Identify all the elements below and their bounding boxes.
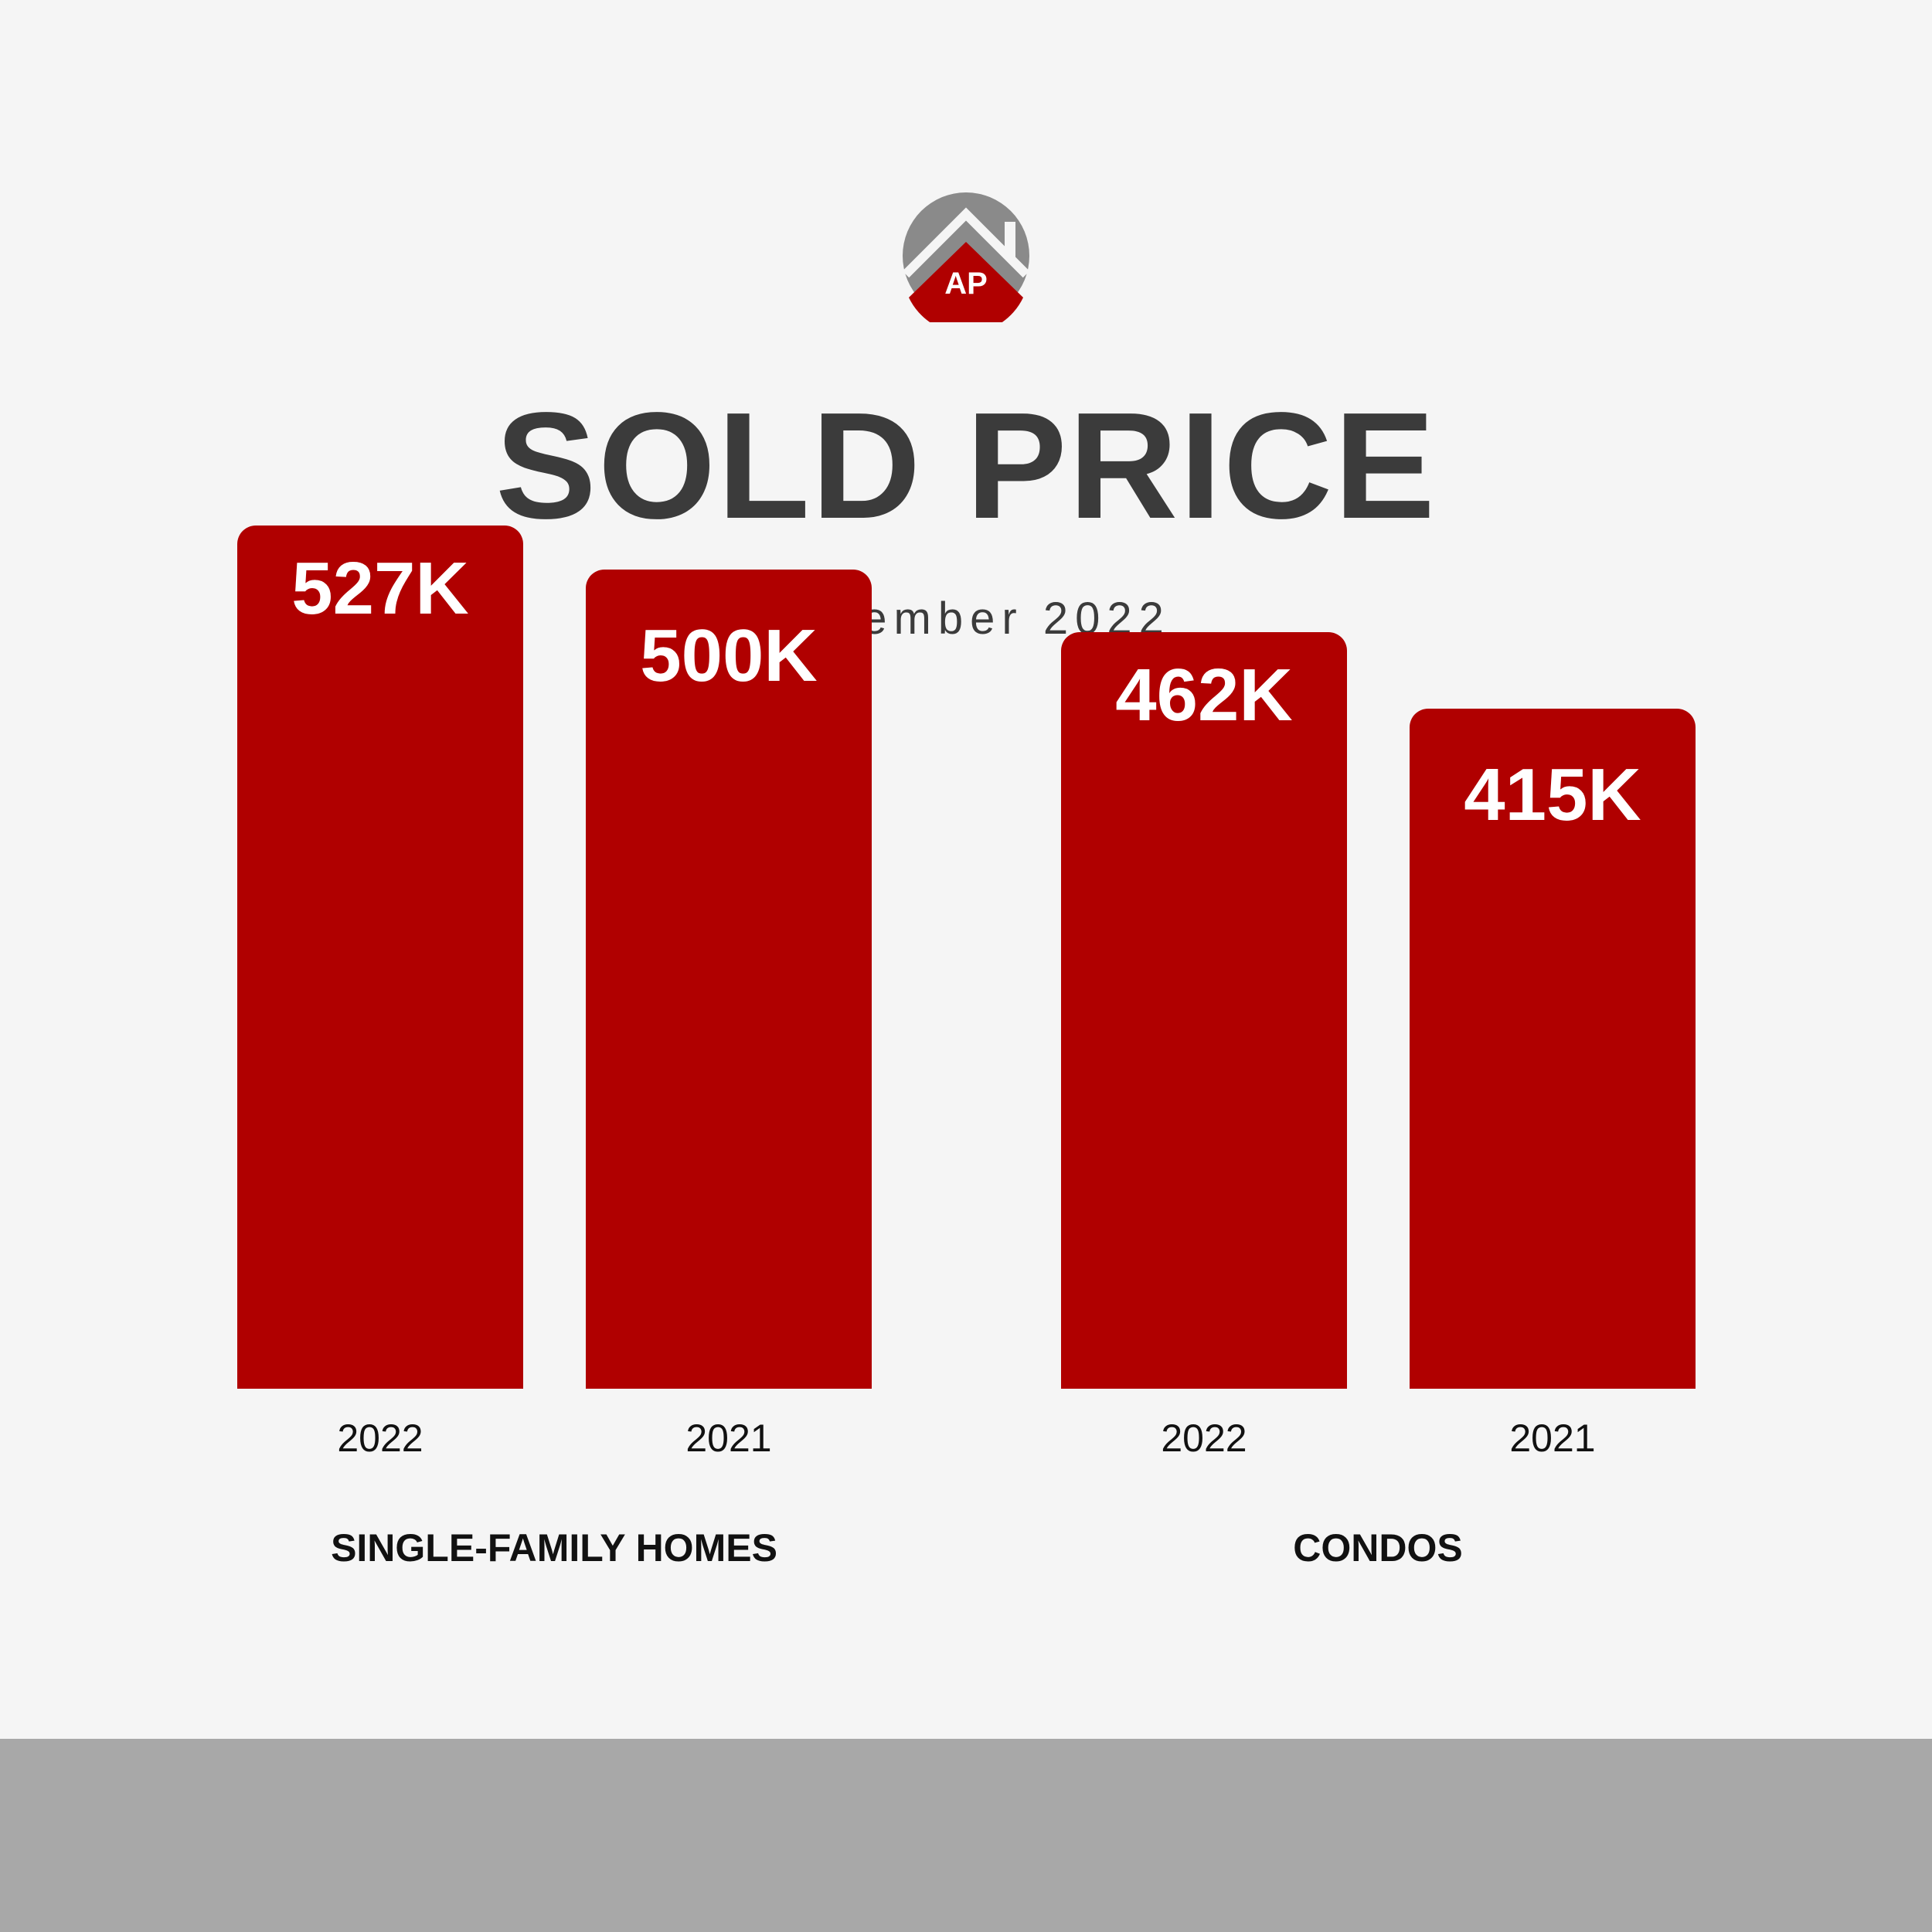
group-label-single-family: SINGLE-FAMILY HOMES <box>331 1526 777 1570</box>
bar-value-label-3: 415K <box>1464 753 1641 836</box>
x-tick-label-0: 2022 <box>337 1417 423 1460</box>
bar-value-label-1: 500K <box>640 614 818 697</box>
bar-0 <box>237 526 523 1389</box>
bar-2 <box>1061 632 1347 1389</box>
bar-3 <box>1410 709 1696 1389</box>
x-tick-label-2: 2022 <box>1161 1417 1247 1460</box>
footer-band <box>0 1739 1932 1932</box>
x-tick-label-1: 2021 <box>685 1417 772 1460</box>
bar-value-label-2: 462K <box>1115 654 1293 736</box>
group-label-condos: CONDOS <box>1293 1526 1463 1570</box>
svg-text:AP: AP <box>944 267 988 301</box>
page-title: SOLD PRICE <box>495 381 1437 550</box>
x-tick-label-3: 2021 <box>1509 1417 1596 1460</box>
bar-value-label-0: 527K <box>291 547 469 630</box>
ap-logo-icon: AP <box>902 192 1030 322</box>
bar-1 <box>586 570 872 1389</box>
